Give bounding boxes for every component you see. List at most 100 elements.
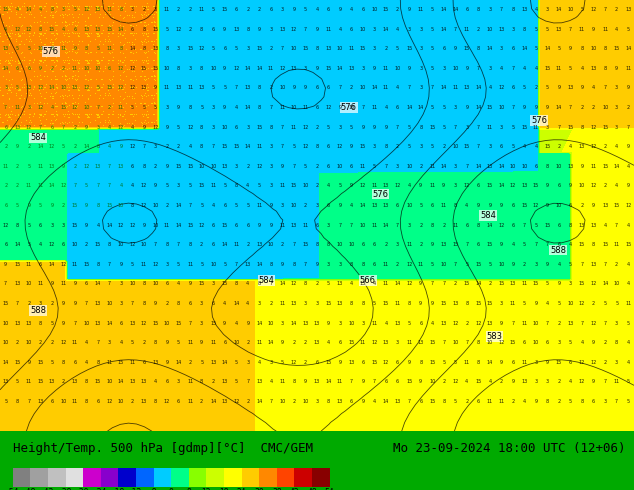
Text: 8: 8 [523,26,526,31]
Text: 13: 13 [222,379,228,384]
Text: 8: 8 [143,164,146,169]
Text: 4: 4 [626,360,630,365]
Text: 4: 4 [327,340,330,345]
Text: 9: 9 [361,399,365,404]
Text: 9: 9 [581,85,583,90]
Text: 15: 15 [60,105,67,110]
Text: 15: 15 [222,7,228,12]
Text: 11: 11 [72,66,78,71]
Text: 7: 7 [188,320,191,325]
Text: 2: 2 [177,7,180,12]
Text: 10: 10 [533,340,539,345]
Text: 15: 15 [429,340,436,345]
Text: 13: 13 [590,262,597,267]
Text: 11: 11 [107,7,113,12]
Text: 11: 11 [268,66,274,71]
Text: 15: 15 [72,222,78,227]
Text: 18: 18 [219,488,229,490]
Text: 3: 3 [165,105,169,110]
Text: 14: 14 [625,46,631,51]
Text: 12: 12 [107,399,113,404]
Text: 8: 8 [350,301,353,306]
Text: 10: 10 [118,242,124,247]
Text: 5: 5 [96,85,100,90]
Bar [136,468,153,487]
Text: 9: 9 [500,360,503,365]
Text: 4: 4 [246,183,249,188]
Text: 7: 7 [604,85,607,90]
Text: 9: 9 [500,242,503,247]
Text: 12: 12 [25,124,32,129]
Text: 13: 13 [3,379,9,384]
Text: 13: 13 [302,320,309,325]
Bar [171,468,189,487]
Text: 10: 10 [372,7,378,12]
Text: 5: 5 [373,164,376,169]
Text: 2: 2 [292,399,295,404]
Text: 15: 15 [602,242,608,247]
Text: 3: 3 [454,183,457,188]
Text: 12: 12 [233,66,240,71]
Text: 14: 14 [256,66,262,71]
Text: 12: 12 [49,242,55,247]
Text: 15: 15 [325,360,332,365]
Text: 8: 8 [16,222,19,227]
Text: 2: 2 [604,144,607,149]
Text: 15: 15 [383,7,389,12]
Text: 14: 14 [256,399,262,404]
Text: 6: 6 [165,379,169,384]
Text: 15: 15 [372,360,378,365]
Text: 11: 11 [72,340,78,345]
Text: 6: 6 [223,46,226,51]
Text: 14: 14 [383,399,389,404]
Text: 8: 8 [546,399,549,404]
Text: 10: 10 [3,320,9,325]
Text: 5: 5 [212,7,215,12]
Text: 2: 2 [85,242,88,247]
Text: 7: 7 [27,399,30,404]
Text: 3: 3 [419,26,422,31]
Text: 2: 2 [396,7,399,12]
Text: 10: 10 [60,399,67,404]
Text: 11: 11 [533,124,539,129]
Text: 11: 11 [37,164,43,169]
Text: 5: 5 [50,360,53,365]
Text: 9: 9 [361,124,365,129]
Text: 8: 8 [39,320,42,325]
Text: 7: 7 [269,399,273,404]
Text: 15: 15 [291,183,297,188]
Text: 5: 5 [442,360,445,365]
Text: 9: 9 [581,164,583,169]
Text: 6: 6 [4,203,7,208]
Text: 5: 5 [339,183,342,188]
Text: 14: 14 [418,105,424,110]
Text: 3: 3 [534,379,538,384]
Text: 10: 10 [567,301,574,306]
Text: 8: 8 [143,46,146,51]
Text: 3: 3 [269,360,273,365]
Text: 13: 13 [314,379,320,384]
Text: 4: 4 [615,183,618,188]
Text: 3: 3 [465,124,469,129]
Text: 5: 5 [304,164,307,169]
Text: 13: 13 [129,379,136,384]
Text: 15: 15 [602,164,608,169]
Text: 2: 2 [74,124,77,129]
Text: 9: 9 [615,66,618,71]
Text: 14: 14 [441,164,447,169]
Text: 9: 9 [569,183,572,188]
Text: 8: 8 [188,242,191,247]
Text: 6: 6 [4,124,7,129]
Text: 4: 4 [339,26,342,31]
Text: 7: 7 [85,301,88,306]
Text: 14: 14 [498,164,505,169]
Text: 11: 11 [279,379,285,384]
Text: 8: 8 [477,7,480,12]
Text: 7: 7 [350,222,353,227]
Text: 10: 10 [452,144,458,149]
Text: 3: 3 [96,124,100,129]
Text: 14: 14 [487,222,493,227]
Text: 10: 10 [349,242,354,247]
Text: 4: 4 [615,144,618,149]
Text: 12: 12 [579,360,585,365]
